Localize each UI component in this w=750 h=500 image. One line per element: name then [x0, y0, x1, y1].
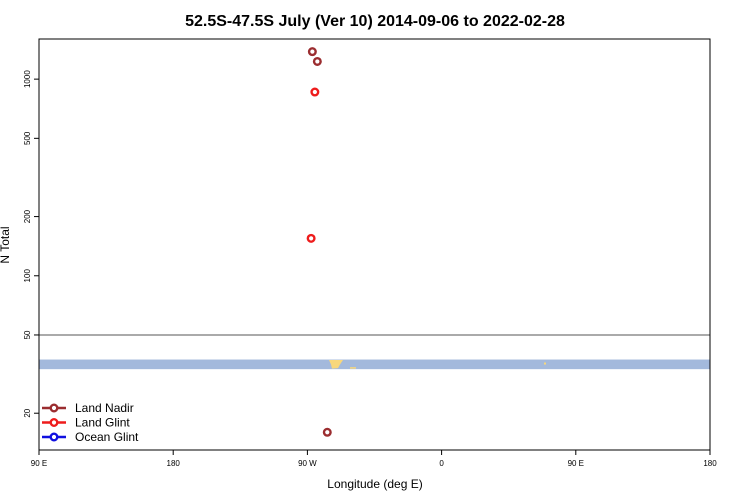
map-strip — [39, 359, 710, 370]
y-tick-label: 200 — [23, 209, 32, 223]
legend-label-land-nadir: Land Nadir — [75, 401, 134, 415]
chart-title: 52.5S-47.5S July (Ver 10) 2014-09-06 to … — [185, 13, 565, 30]
land-patch — [329, 360, 343, 369]
y-axis-ticks: 20 50 100 200 500 1000 — [23, 70, 39, 418]
x-tick-label: 90 E — [31, 459, 47, 468]
ocean-band — [39, 359, 710, 370]
legend-marker-land-nadir — [49, 403, 59, 413]
y-axis-label: N Total — [0, 226, 12, 263]
x-tick-label: 180 — [167, 459, 181, 468]
legend-marker-ocean-glint — [49, 432, 59, 442]
land-patch — [544, 362, 546, 365]
point-land-nadir — [322, 427, 332, 437]
point-land-nadir — [312, 56, 322, 66]
y-tick-label: 100 — [23, 269, 32, 283]
x-tick-label: 90 E — [568, 459, 584, 468]
y-tick-label: 500 — [23, 131, 32, 145]
x-axis-ticks: 90 E 180 90 W 0 90 E 180 — [31, 450, 717, 468]
plot-frame — [38, 38, 711, 451]
y-tick-label: 20 — [23, 408, 32, 417]
x-tick-label: 90 W — [298, 459, 317, 468]
point-land-glint — [306, 233, 316, 243]
x-tick-label: 180 — [703, 459, 717, 468]
y-tick-label: 1000 — [23, 70, 32, 88]
point-land-glint — [310, 87, 320, 97]
land-patch — [350, 367, 356, 369]
y-tick-label: 50 — [23, 330, 32, 339]
point-land-nadir — [307, 47, 317, 57]
data-points — [306, 47, 332, 437]
x-axis-label: Longitude (deg E) — [327, 477, 422, 491]
x-tick-label: 0 — [439, 459, 444, 468]
legend-marker-land-glint — [49, 418, 59, 428]
legend-label-land-glint: Land Glint — [75, 416, 130, 430]
legend-label-ocean-glint: Ocean Glint — [75, 430, 139, 444]
